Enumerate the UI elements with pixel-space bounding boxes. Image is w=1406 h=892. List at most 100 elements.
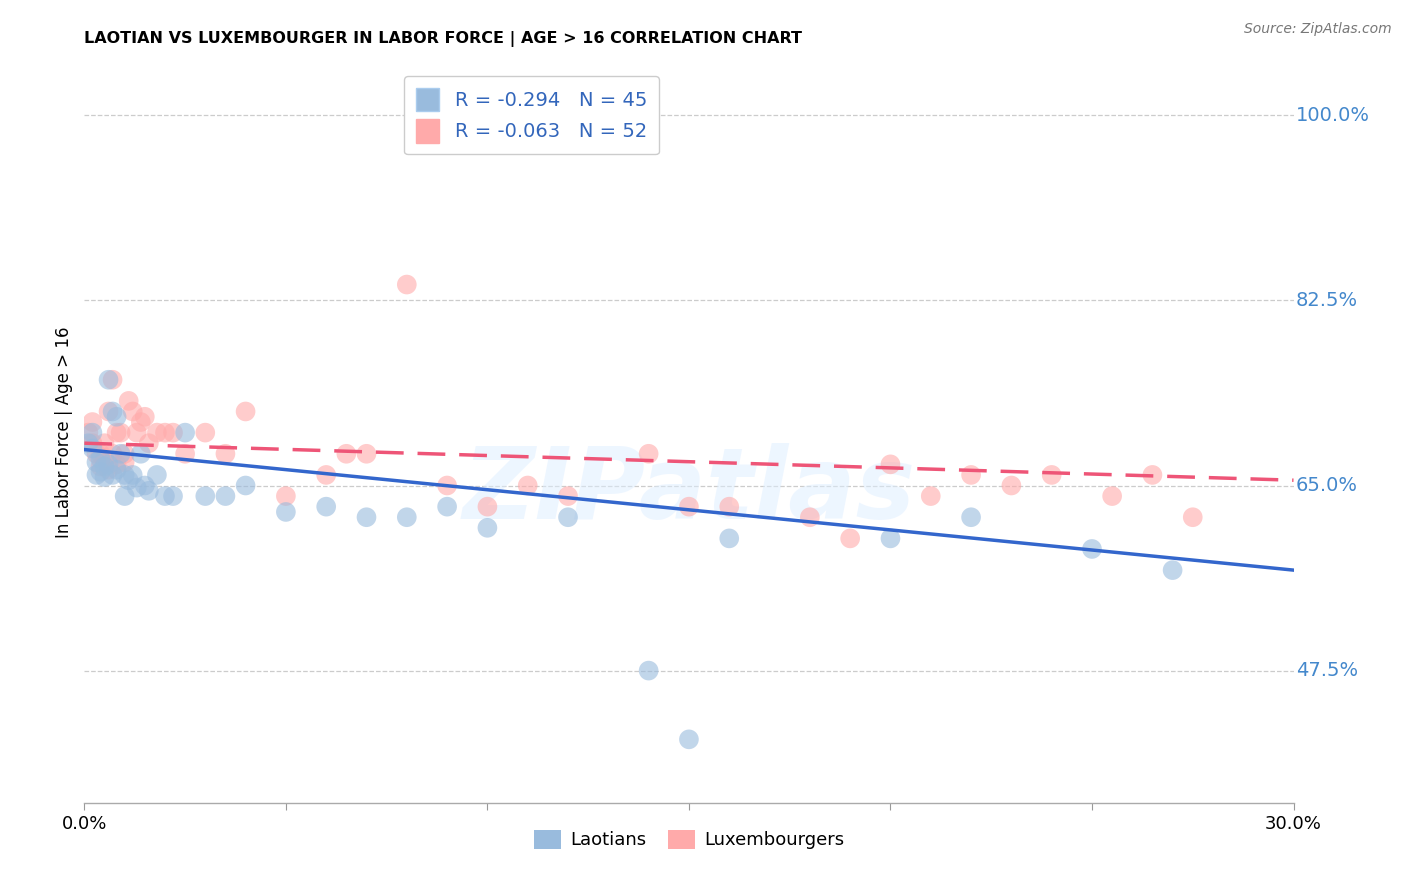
Point bbox=[129, 447, 152, 461]
Point bbox=[557, 489, 579, 503]
Point bbox=[960, 510, 983, 524]
Point bbox=[93, 452, 115, 467]
Point bbox=[114, 489, 136, 503]
Point bbox=[557, 510, 579, 524]
Point bbox=[105, 425, 128, 440]
Point bbox=[93, 459, 115, 474]
Point bbox=[516, 478, 538, 492]
Point bbox=[436, 500, 458, 514]
Point bbox=[315, 500, 337, 514]
Point bbox=[920, 489, 942, 503]
Point bbox=[89, 447, 111, 461]
Point bbox=[315, 467, 337, 482]
Point bbox=[101, 404, 124, 418]
Point bbox=[114, 447, 136, 461]
Point bbox=[194, 489, 217, 503]
Text: Source: ZipAtlas.com: Source: ZipAtlas.com bbox=[1244, 22, 1392, 37]
Point bbox=[101, 467, 124, 482]
Point bbox=[105, 458, 128, 472]
Point bbox=[678, 500, 700, 514]
Point bbox=[118, 393, 141, 408]
Point bbox=[718, 500, 741, 514]
Point bbox=[879, 532, 901, 546]
Point bbox=[1161, 563, 1184, 577]
Point bbox=[77, 425, 100, 440]
Point bbox=[637, 447, 659, 461]
Point bbox=[93, 470, 115, 484]
Point bbox=[637, 664, 659, 678]
Point bbox=[477, 521, 499, 535]
Point bbox=[335, 447, 357, 461]
Point bbox=[121, 467, 143, 482]
Point bbox=[97, 462, 120, 476]
Point bbox=[162, 425, 184, 440]
Point bbox=[477, 500, 499, 514]
Point bbox=[97, 458, 120, 472]
Point bbox=[214, 447, 236, 461]
Point bbox=[125, 425, 148, 440]
Point bbox=[153, 489, 176, 503]
Point bbox=[1000, 478, 1022, 492]
Point bbox=[118, 473, 141, 487]
Point bbox=[214, 489, 236, 503]
Point bbox=[1040, 467, 1063, 482]
Point bbox=[162, 489, 184, 503]
Point bbox=[839, 532, 862, 546]
Point bbox=[1142, 467, 1164, 482]
Point bbox=[436, 478, 458, 492]
Point bbox=[101, 373, 124, 387]
Point bbox=[101, 447, 124, 461]
Point bbox=[194, 425, 217, 440]
Point bbox=[77, 436, 100, 450]
Text: LAOTIAN VS LUXEMBOURGER IN LABOR FORCE | AGE > 16 CORRELATION CHART: LAOTIAN VS LUXEMBOURGER IN LABOR FORCE |… bbox=[84, 31, 803, 47]
Point bbox=[110, 447, 132, 461]
Point bbox=[174, 425, 197, 440]
Text: 47.5%: 47.5% bbox=[1296, 661, 1358, 680]
Point bbox=[134, 409, 156, 424]
Point bbox=[1081, 541, 1104, 556]
Point bbox=[105, 409, 128, 424]
Point bbox=[97, 404, 120, 418]
Point bbox=[82, 442, 104, 456]
Point bbox=[356, 510, 378, 524]
Point bbox=[86, 467, 108, 482]
Point bbox=[125, 481, 148, 495]
Point bbox=[395, 510, 418, 524]
Text: ZIPatlas: ZIPatlas bbox=[463, 443, 915, 541]
Text: 82.5%: 82.5% bbox=[1296, 291, 1358, 310]
Point bbox=[146, 425, 169, 440]
Point bbox=[89, 452, 111, 467]
Point bbox=[960, 467, 983, 482]
Point bbox=[718, 532, 741, 546]
Point bbox=[110, 425, 132, 440]
Text: 65.0%: 65.0% bbox=[1296, 476, 1358, 495]
Point bbox=[138, 483, 160, 498]
Text: 100.0%: 100.0% bbox=[1296, 106, 1369, 125]
Point bbox=[274, 505, 297, 519]
Point bbox=[879, 458, 901, 472]
Point bbox=[86, 455, 108, 469]
Point bbox=[114, 455, 136, 469]
Point bbox=[82, 425, 104, 440]
Point bbox=[129, 415, 152, 429]
Point bbox=[235, 404, 257, 418]
Point bbox=[121, 404, 143, 418]
Point bbox=[97, 373, 120, 387]
Legend: Laotians, Luxembourgers: Laotians, Luxembourgers bbox=[527, 823, 851, 856]
Point bbox=[114, 467, 136, 482]
Point bbox=[1101, 489, 1123, 503]
Point bbox=[82, 415, 104, 429]
Point bbox=[356, 447, 378, 461]
Point bbox=[395, 277, 418, 292]
Point bbox=[146, 467, 169, 482]
Point bbox=[174, 447, 197, 461]
Point bbox=[82, 436, 104, 450]
Point bbox=[799, 510, 821, 524]
Point bbox=[105, 462, 128, 476]
Point bbox=[678, 732, 700, 747]
Point bbox=[89, 459, 111, 474]
Point bbox=[134, 478, 156, 492]
Point bbox=[235, 478, 257, 492]
Point bbox=[1181, 510, 1204, 524]
Point bbox=[93, 436, 115, 450]
